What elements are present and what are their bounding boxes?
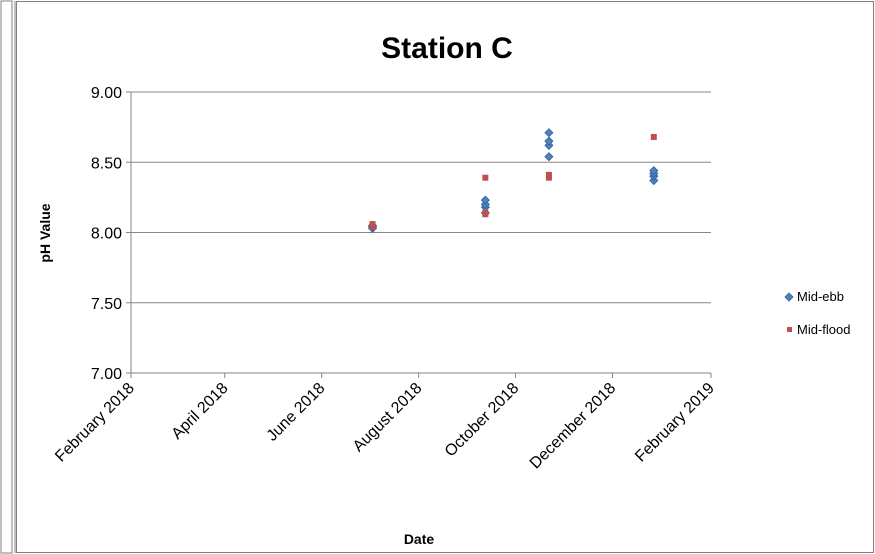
data-point-mid-flood: [650, 133, 657, 140]
data-point-mid-flood: [482, 209, 489, 216]
data-point-mid-ebb: [544, 136, 554, 146]
axes: [126, 91, 712, 378]
y-tick-label: 8.50: [91, 155, 122, 172]
y-tick-label: 8.00: [91, 226, 122, 243]
data-points: [367, 128, 659, 233]
data-point-mid-flood: [545, 171, 552, 178]
legend-item-mid-ebb: Mid-ebb: [784, 289, 844, 304]
data-point-mid-ebb: [649, 166, 659, 176]
legend-label-mid-flood: Mid-flood: [797, 322, 850, 337]
legend: Mid-ebb Mid-flood: [784, 289, 850, 337]
data-point-mid-ebb: [480, 195, 490, 205]
y-tick-label: 9.00: [91, 85, 122, 102]
legend-label-mid-ebb: Mid-ebb: [797, 289, 844, 304]
legend-marker-mid-ebb: [784, 292, 794, 302]
legend-item-mid-flood: Mid-flood: [787, 322, 850, 337]
data-point-mid-flood: [482, 174, 489, 181]
y-axis-title: pH Value: [37, 203, 53, 262]
data-point-mid-flood: [369, 221, 376, 228]
data-point-mid-ebb: [544, 128, 554, 138]
chart-border: [16, 1, 874, 553]
y-tick-labels: 7.00 7.50 8.00 8.50 9.00: [91, 85, 122, 383]
left-pane-border: [0, 0, 13, 554]
gridlines: [131, 91, 711, 304]
chart-title: Station C: [381, 32, 513, 65]
legend-marker-mid-flood: [787, 327, 792, 332]
data-point-mid-ebb: [544, 152, 554, 162]
y-tick-label: 7.00: [91, 366, 122, 383]
x-axis-title: Date: [404, 531, 435, 547]
y-tick-label: 7.50: [91, 296, 122, 313]
